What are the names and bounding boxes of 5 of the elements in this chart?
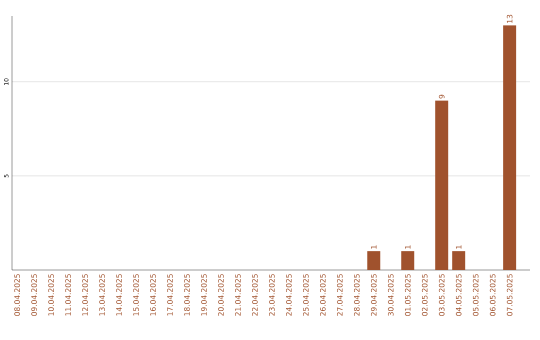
- bar: [435, 100, 448, 270]
- bar: [503, 25, 516, 270]
- bar: [401, 251, 414, 270]
- bar: [452, 251, 466, 270]
- bar: [367, 251, 380, 270]
